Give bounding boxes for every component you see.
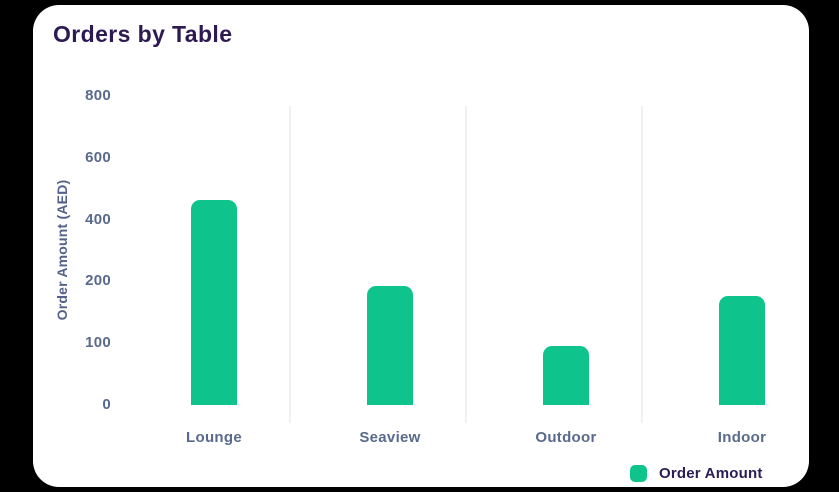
y-tick-label: 100 [85,334,111,352]
chart-title: Orders by Table [53,21,233,47]
y-tick-label: 400 [85,210,111,228]
category-label-seaview: Seaview [359,429,421,446]
bar-indoor[interactable] [719,296,765,405]
gridline [289,106,291,423]
bar-lounge[interactable] [191,199,237,405]
y-axis-title: Order Amount (AED) [54,179,70,321]
bar-seaview[interactable] [367,285,413,405]
legend[interactable]: Order Amount [630,465,763,482]
gridline [465,106,467,423]
legend-swatch-icon [630,465,647,482]
legend-label: Order Amount [659,465,763,482]
chart-card: Orders by Table Order Amount (AED) Order… [33,5,809,487]
y-tick-label: 600 [85,148,111,166]
y-tick-label: 200 [85,272,111,290]
y-tick-label: 0 [102,396,111,413]
bar-outdoor[interactable] [543,345,589,405]
category-label-outdoor: Outdoor [535,429,597,446]
category-label-indoor: Indoor [717,429,767,446]
y-tick-label: 800 [85,87,111,104]
category-label-lounge: Lounge [186,429,242,446]
gridline [641,106,643,423]
